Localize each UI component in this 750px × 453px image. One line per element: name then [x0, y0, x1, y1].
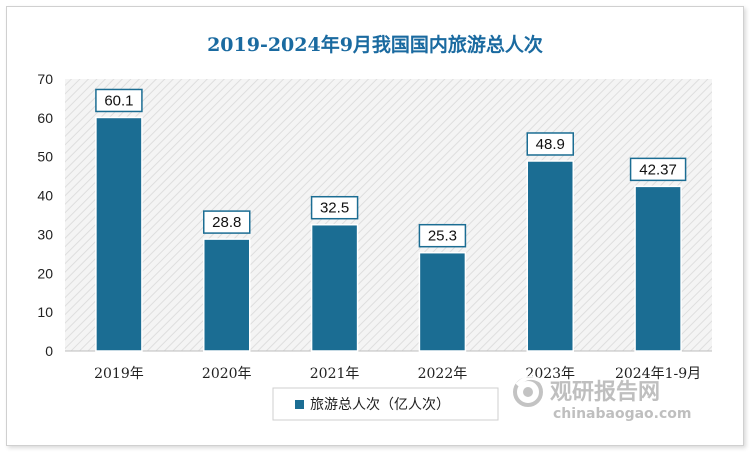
watermark-name: 观研报告网	[550, 380, 660, 405]
chart-frame: 2019-2024年9月我国国内旅游总人次 0 10 20 30 40 50 60 70 60…	[6, 6, 744, 446]
x-tick-label: 2019年	[94, 366, 144, 382]
y-tick-label: 70	[37, 71, 53, 87]
data-label: 25.3	[428, 228, 457, 245]
bar	[95, 116, 143, 352]
watermark-logo-icon	[513, 375, 543, 407]
plot-area	[65, 79, 712, 351]
legend-box	[272, 387, 499, 421]
y-tick-label: 30	[37, 226, 53, 242]
y-tick-label: 50	[37, 149, 53, 165]
bars-group	[95, 116, 682, 352]
bar	[310, 223, 359, 352]
data-label: 28.8	[212, 214, 241, 231]
bar	[634, 185, 682, 352]
y-tick-label: 10	[37, 304, 53, 320]
data-label: 48.9	[536, 136, 565, 153]
chart-title: 2019-2024年9月我国国内旅游总人次	[207, 33, 543, 56]
data-label-box	[418, 223, 467, 248]
data-label: 32.5	[320, 200, 349, 217]
x-tick-label: 2021年	[310, 366, 360, 382]
data-label-box	[526, 132, 574, 156]
x-tick-label: 2024年1-9月	[615, 366, 701, 382]
y-axis: 0 10 20 30 40 50 60 70	[37, 71, 712, 359]
watermark-url: chinabaogao.com	[553, 406, 691, 422]
y-tick-label: 60	[37, 110, 53, 126]
data-label: 42.37	[639, 161, 677, 178]
legend-swatch	[295, 400, 304, 409]
data-label-box	[95, 88, 143, 113]
bar-chart: 2019-2024年9月我国国内旅游总人次 0 10 20 30 40 50 60 70 60…	[37, 33, 712, 422]
x-tick-label: 2022年	[418, 366, 468, 382]
data-labels-group: 60.1 28.8 32.5 25.3 48.9 42.37	[95, 88, 687, 248]
bar	[203, 238, 251, 352]
data-label-box	[310, 195, 359, 220]
watermark: 观研报告网 chinabaogao.com	[513, 375, 691, 422]
data-label-box	[203, 210, 251, 234]
y-tick-label: 20	[37, 265, 53, 281]
x-tick-label: 2020年	[202, 366, 252, 382]
x-axis: 2019年 2020年 2021年 2022年 2023年 2024年1-9月	[94, 366, 701, 382]
data-label: 60.1	[104, 92, 133, 109]
y-tick-label: 0	[45, 343, 53, 359]
y-tick-label: 40	[37, 188, 53, 204]
legend-label: 旅游总人次（亿人次）	[310, 397, 450, 413]
bar	[418, 251, 467, 352]
bar	[526, 160, 574, 352]
legend: 旅游总人次（亿人次）	[272, 387, 499, 421]
data-label-box	[629, 157, 687, 182]
